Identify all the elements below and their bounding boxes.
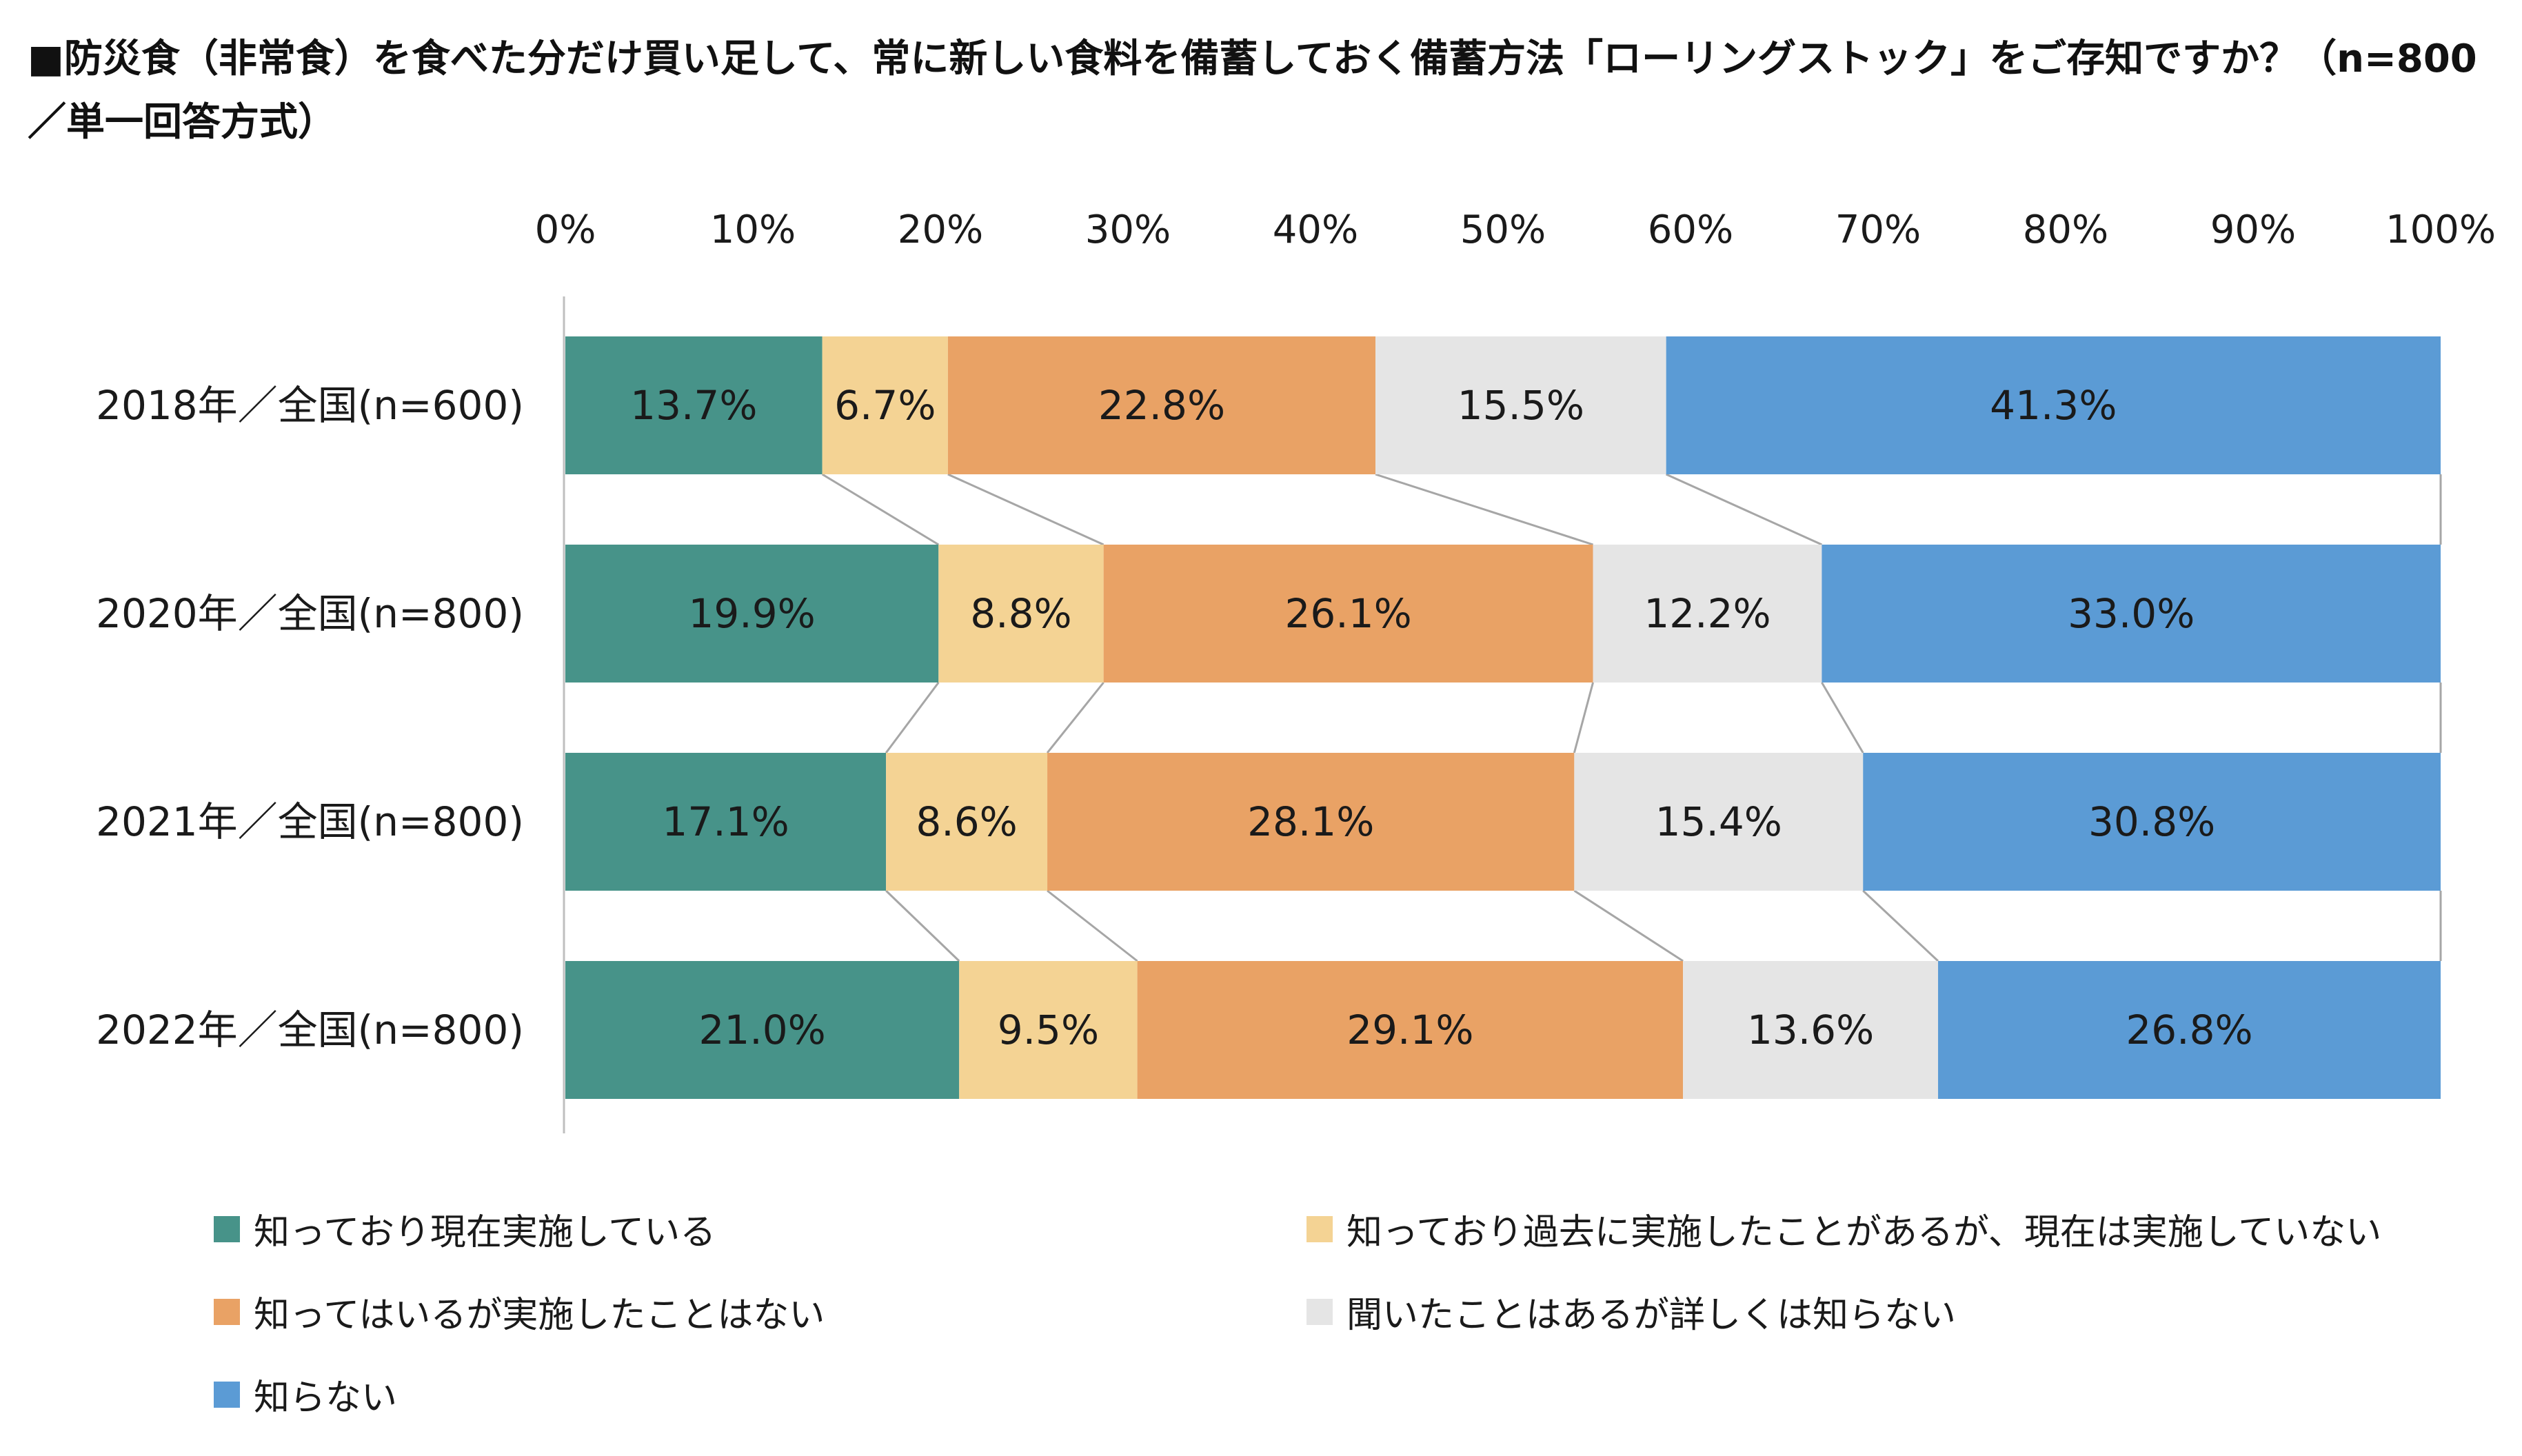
data-label: 15.4%	[1655, 798, 1782, 845]
bar-segment	[1103, 545, 1593, 682]
bar-segment	[565, 545, 939, 682]
x-tick-label: 70%	[1835, 208, 1921, 252]
data-label: 26.8%	[2126, 1007, 2252, 1053]
x-tick-label: 90%	[2210, 208, 2296, 252]
bar-segment	[565, 753, 887, 891]
bar-segment	[1863, 753, 2441, 891]
bar-segment	[959, 961, 1138, 1099]
category-label: 2021年／全国(n=800)	[96, 798, 524, 845]
data-label: 26.1%	[1284, 590, 1411, 637]
bar-segment	[822, 336, 948, 474]
x-tick-label: 50%	[1460, 208, 1546, 252]
series-connector-line	[1046, 682, 1104, 754]
x-tick-label: 0%	[535, 208, 596, 252]
series-connector-line	[885, 682, 940, 754]
x-tick-label: 40%	[1273, 208, 1358, 252]
data-label: 21.0%	[698, 1007, 825, 1053]
data-label: 30.8%	[2088, 798, 2215, 845]
series-connector-line	[1047, 889, 1138, 962]
data-label: 41.3%	[1990, 382, 2117, 429]
data-label: 8.8%	[970, 590, 1071, 637]
data-label: 29.1%	[1346, 1007, 1473, 1053]
data-label: 15.5%	[1457, 382, 1584, 429]
data-label: 13.6%	[1747, 1007, 1874, 1053]
data-label: 6.7%	[834, 382, 936, 429]
bar-segment	[1666, 336, 2441, 474]
bar-segment	[1137, 961, 1684, 1099]
data-label: 19.9%	[689, 590, 816, 637]
bar-segment	[947, 336, 1376, 474]
x-tick-label: 100%	[2385, 208, 2496, 252]
series-connector-line	[1666, 473, 1823, 546]
series-connector-line	[947, 473, 1104, 546]
data-label: 13.7%	[630, 382, 757, 429]
data-label: 12.2%	[1644, 590, 1771, 637]
bar-segment	[1574, 753, 1864, 891]
data-label: 22.8%	[1098, 382, 1225, 429]
bar-segment	[1047, 753, 1575, 891]
x-tick-label: 10%	[710, 208, 796, 252]
series-connector-line	[1573, 889, 1684, 962]
series-connector-line	[1821, 682, 1864, 754]
category-label: 2022年／全国(n=800)	[96, 1007, 524, 1053]
bar-segment	[1938, 961, 2441, 1099]
x-tick-label: 80%	[2023, 208, 2108, 252]
series-connector-line	[821, 473, 940, 546]
series-connector-line	[1573, 682, 1595, 754]
x-tick-label: 30%	[1085, 208, 1171, 252]
bar-segment	[1375, 336, 1666, 474]
data-label: 17.1%	[662, 798, 789, 845]
category-label: 2018年／全国(n=600)	[96, 382, 524, 429]
bar-segment	[886, 753, 1048, 891]
data-label: 28.1%	[1247, 798, 1374, 845]
series-connector-line	[885, 889, 960, 962]
data-label: 9.5%	[998, 1007, 1099, 1053]
series-connector-line	[1862, 889, 1939, 962]
data-label: 33.0%	[2068, 590, 2195, 637]
chart-title: ■防災食（非常食）を食べた分だけ買い足して、常に新しい食料を備蓄しておく備蓄方法…	[28, 37, 2477, 145]
bar-segment	[1822, 545, 2441, 682]
bar-segment	[938, 545, 1104, 682]
category-label: 2020年／全国(n=800)	[96, 590, 524, 637]
bar-segment	[565, 336, 823, 474]
bar-segment	[1593, 545, 1822, 682]
x-tick-label: 60%	[1648, 208, 1733, 252]
x-tick-label: 20%	[898, 208, 983, 252]
bar-segment	[1683, 961, 1939, 1099]
bar-segment	[565, 961, 960, 1099]
series-connector-line	[1375, 473, 1594, 546]
data-label: 8.6%	[916, 798, 1017, 845]
